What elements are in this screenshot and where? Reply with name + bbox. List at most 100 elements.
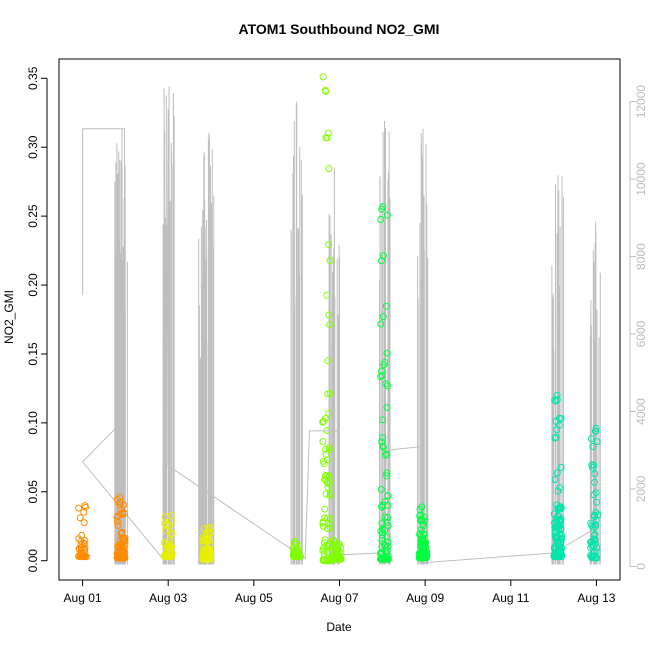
point-s1-c1-98 — [199, 546, 207, 554]
point-s2-c1-2 — [324, 514, 331, 522]
point-s4-c1-40 — [589, 523, 597, 531]
point-s1-c0-39 — [167, 551, 175, 559]
point-s3-c0-70 — [380, 443, 388, 451]
point-s1-c1-74 — [199, 533, 207, 541]
point-s1-c0-38 — [168, 529, 176, 537]
point-s4-c0-72 — [556, 484, 564, 492]
point-s4-c1-32 — [592, 427, 600, 435]
point-s4-c0-49 — [553, 469, 561, 477]
point-s2-c1-38 — [323, 478, 331, 486]
x-axis-label: Date — [326, 620, 352, 634]
point-s3-c1-3 — [421, 517, 429, 525]
point-s2-c1-77 — [327, 515, 335, 523]
point-s2-c1-22 — [322, 87, 330, 95]
y2-tick-label-2: 4000 — [634, 398, 648, 425]
altitude-spike-8 — [417, 128, 429, 565]
point-s1-c1-99 — [203, 555, 211, 563]
point-s2-c1-66 — [325, 165, 333, 173]
y-tick-label-6: 0.30 — [26, 135, 40, 159]
point-s4-c0-113 — [552, 552, 559, 560]
point-s4-c0-107 — [552, 534, 560, 542]
point-s3-c0-64 — [378, 205, 386, 213]
point-s3-c0-40 — [380, 252, 387, 260]
y-tick-label-3: 0.15 — [26, 342, 40, 366]
point-s2-c0-35 — [291, 552, 298, 560]
point-s4-c1-27 — [587, 519, 595, 527]
point-s2-c1-64 — [322, 490, 330, 498]
point-s2-c1-74 — [323, 427, 331, 434]
point-s1-c1-69 — [200, 525, 208, 533]
point-s4-c1-25 — [588, 463, 596, 471]
point-s2-c0-37 — [289, 544, 297, 552]
point-s3-c0-66 — [383, 469, 391, 477]
point-s4-c0-62 — [553, 396, 561, 404]
point-s2-c1-46 — [326, 257, 334, 265]
point-s1-c0-10 — [162, 526, 170, 534]
point-s1-c1-93 — [205, 528, 213, 536]
point-s3-c0-43 — [381, 513, 389, 521]
point-s0-c1-97 — [120, 501, 128, 509]
point-s2-c1-19 — [322, 472, 330, 480]
point-s3-c0-31 — [382, 302, 390, 310]
point-s2-c1-60 — [324, 129, 332, 137]
x-tick-label-1: Aug 03 — [149, 591, 187, 605]
point-s4-c0-37 — [552, 433, 560, 441]
point-s4-c1-20 — [592, 547, 600, 555]
series-3 — [377, 203, 431, 563]
point-s2-c1-72 — [325, 241, 333, 248]
point-s3-c0-15 — [377, 320, 385, 328]
point-s0-c0-38 — [81, 552, 89, 560]
point-s3-c0-51 — [383, 450, 391, 458]
point-s2-c1-31 — [322, 445, 330, 453]
altitude-spike-1 — [116, 128, 128, 565]
y-tick-label-7: 0.35 — [26, 66, 40, 90]
point-s3-c0-5 — [382, 451, 389, 459]
series-0 — [75, 493, 129, 562]
point-s2-c1-36 — [324, 390, 332, 398]
point-s3-c0-79 — [384, 522, 392, 530]
point-s2-c2-46 — [331, 554, 338, 562]
x-tick-label-3: Aug 07 — [320, 591, 358, 605]
point-s2-c2-45 — [330, 541, 338, 549]
point-s4-c1-5 — [590, 491, 598, 499]
point-s4-c0-118 — [557, 549, 565, 557]
point-s3-c0-49 — [383, 533, 391, 541]
point-s4-c0-116 — [551, 476, 559, 484]
point-s3-c1-76 — [419, 520, 427, 528]
point-s4-c0-91 — [557, 539, 565, 547]
point-s4-c1-48 — [591, 536, 599, 544]
point-s3-c0-74 — [381, 541, 389, 549]
y2-tick-label-5: 10000 — [634, 162, 648, 196]
x-tick-label-2: Aug 05 — [235, 591, 273, 605]
point-s4-c1-47 — [591, 511, 598, 519]
point-s3-c0-67 — [378, 519, 386, 527]
point-s3-c0-75 — [384, 492, 392, 500]
x-tick-label-6: Aug 13 — [577, 591, 615, 605]
point-s4-c1-43 — [587, 553, 595, 561]
point-s3-c0-59 — [384, 382, 391, 390]
altitude-spike-2 — [162, 86, 175, 565]
point-s2-c2-49 — [333, 555, 341, 563]
point-s4-c1-9 — [591, 470, 599, 478]
point-s4-c1-45 — [593, 498, 601, 506]
point-s3-c1-79 — [422, 550, 430, 558]
point-s0-c0-33 — [82, 503, 90, 511]
point-s3-c0-44 — [384, 211, 391, 219]
x-tick-label-5: Aug 11 — [492, 591, 529, 605]
point-s4-c0-89 — [556, 522, 564, 530]
series-1 — [160, 511, 215, 563]
point-s2-c1-78 — [324, 357, 332, 365]
point-s3-c0-72 — [377, 373, 385, 381]
point-s0-c0-30 — [80, 519, 88, 527]
point-s3-c1-67 — [417, 542, 425, 550]
point-s3-c0-23 — [383, 472, 391, 480]
point-s0-c1-60 — [114, 521, 122, 529]
point-s4-c0-60 — [553, 426, 561, 434]
point-s4-c0-117 — [555, 414, 563, 422]
point-s1-c1-97 — [203, 552, 211, 560]
point-s2-c1-43 — [319, 518, 327, 526]
point-s2-c1-67 — [322, 557, 330, 565]
point-s4-c1-35 — [590, 531, 598, 539]
x-tick-label-0: Aug 01 — [64, 591, 102, 605]
